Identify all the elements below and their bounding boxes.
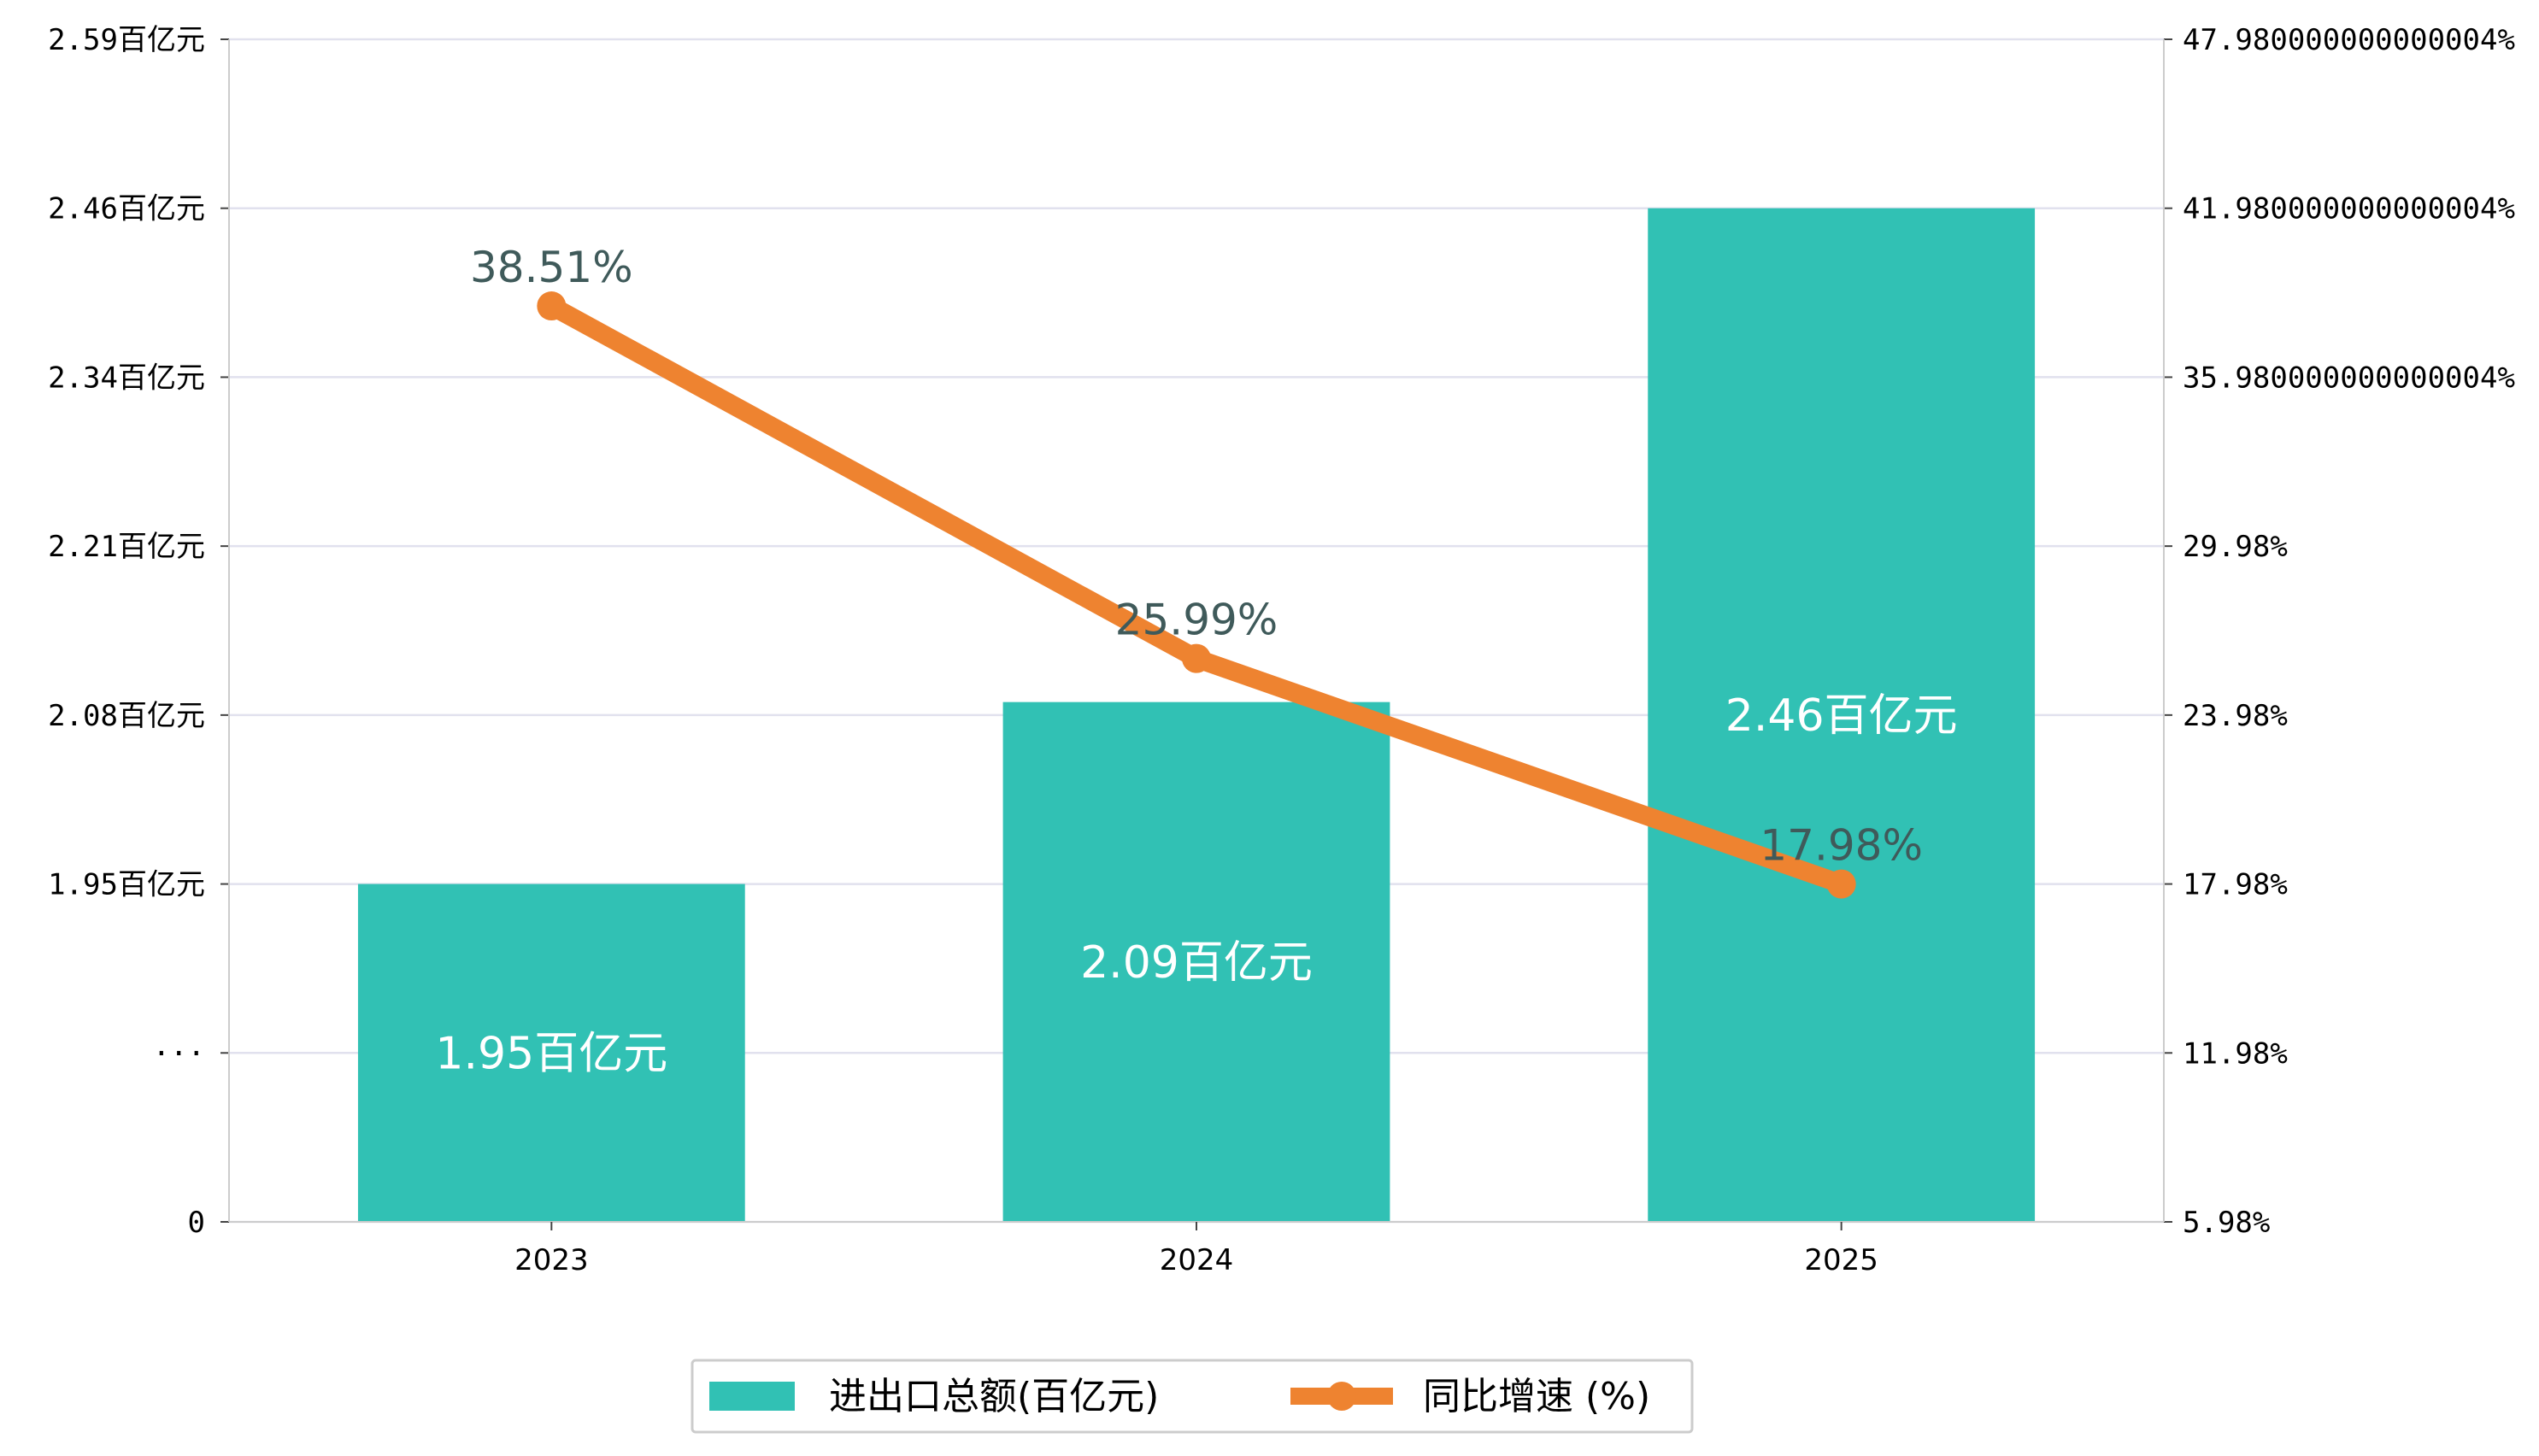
right-tick-label: 41.980000000000004% xyxy=(2183,192,2515,226)
left-tick-label: 2.59百亿元 xyxy=(48,23,205,57)
line-data-label: 25.99% xyxy=(1115,596,1278,645)
bar xyxy=(1648,208,2036,1223)
bar-data-label: 1.95百亿元 xyxy=(435,1028,667,1079)
right-tick-label: 47.980000000000004% xyxy=(2183,23,2515,57)
left-tick-label: 2.21百亿元 xyxy=(48,530,205,564)
line-layer xyxy=(537,291,1856,899)
left-tick-label: 0 xyxy=(188,1206,205,1240)
growth-point xyxy=(1182,643,1211,673)
growth-point xyxy=(537,291,567,321)
bar-layer xyxy=(357,208,2036,1223)
bar xyxy=(357,884,745,1222)
x-tick-label: 2023 xyxy=(514,1243,589,1277)
left-tick-label: ··· xyxy=(153,1036,205,1071)
legend-line-marker xyxy=(1327,1382,1356,1411)
right-tick-label: 23.98% xyxy=(2183,699,2288,733)
axis-layer: 0 ··· 1.95百亿元 2.08百亿元 2.21百亿元 2.34百亿元 2.46百亿元 2… xyxy=(48,23,2515,1277)
legend-line-label: 同比增速 (%) xyxy=(1423,1375,1650,1418)
bar-data-label: 2.09百亿元 xyxy=(1080,937,1313,989)
line-data-label: 38.51% xyxy=(470,243,633,292)
left-tick-label: 2.46百亿元 xyxy=(48,192,205,226)
x-tick-label: 2024 xyxy=(1160,1243,1234,1277)
legend-box xyxy=(691,1359,1694,1434)
right-tick-label: 11.98% xyxy=(2183,1036,2288,1071)
left-tick-label: 1.95百亿元 xyxy=(48,868,205,902)
legend-bar-swatch xyxy=(709,1382,795,1411)
bar xyxy=(1002,702,1390,1222)
left-tick-label: 2.34百亿元 xyxy=(48,361,205,395)
left-tick-label: 2.08百亿元 xyxy=(48,699,205,733)
legend-bar-label: 进出口总额(百亿元) xyxy=(829,1375,1159,1418)
right-tick-label: 35.980000000000004% xyxy=(2183,361,2515,395)
right-tick-label: 17.98% xyxy=(2183,868,2288,902)
x-tick-label: 2025 xyxy=(1804,1243,1878,1277)
label-layer: 1.95百亿元 2.09百亿元 2.46百亿元 38.51% 25.99% 17.98% xyxy=(435,243,1957,1079)
legend: 进出口总额(百亿元) 同比增速 (%) xyxy=(691,1359,1694,1434)
growth-point xyxy=(1826,869,1856,899)
right-tick-label: 5.98% xyxy=(2183,1206,2270,1240)
bar-data-label: 2.46百亿元 xyxy=(1725,690,1958,742)
right-tick-label: 29.98% xyxy=(2183,530,2288,564)
line-data-label: 17.98% xyxy=(1760,821,1923,871)
